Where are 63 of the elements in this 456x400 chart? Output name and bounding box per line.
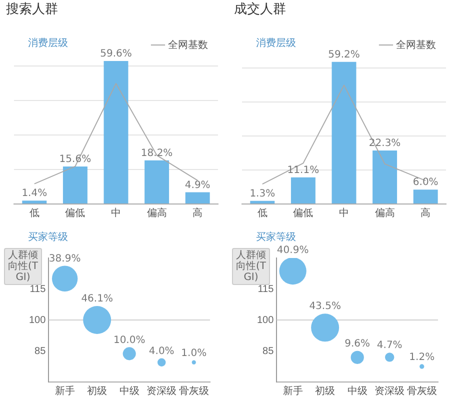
bar xyxy=(104,60,128,204)
data-label: 10.0% xyxy=(113,334,146,346)
x-tick-label: 偏低 xyxy=(65,206,86,219)
chart-title: 买家等级 xyxy=(28,230,68,244)
bar xyxy=(62,166,88,204)
y-tick-label: 115 xyxy=(30,284,46,295)
x-tick-label: 高 xyxy=(420,206,431,219)
x-tick-label: 高 xyxy=(192,206,203,219)
bar xyxy=(144,160,170,204)
bar xyxy=(332,62,356,204)
data-label: 46.1% xyxy=(81,294,113,305)
data-label: 4.9% xyxy=(184,180,210,191)
bar xyxy=(185,192,210,204)
data-label: 59.6% xyxy=(100,48,132,60)
x-tick-label: 偏高 xyxy=(374,206,395,219)
bar xyxy=(413,190,438,204)
chart-title: 成交人群 xyxy=(234,1,286,18)
x-tick-label: 新手 xyxy=(282,384,303,397)
bar xyxy=(290,177,316,204)
x-tick-label: 初级 xyxy=(315,384,336,397)
x-tick-label: 中 xyxy=(111,206,121,219)
bar xyxy=(250,200,275,204)
data-label: 59.2% xyxy=(328,50,360,61)
data-label: 1.4% xyxy=(22,188,48,200)
x-tick-label: 新手 xyxy=(54,384,75,397)
data-label: 1.2% xyxy=(409,352,435,363)
data-label: 38.9% xyxy=(48,253,81,264)
x-tick-label: 低 xyxy=(29,208,40,219)
data-label: 4.7% xyxy=(376,340,402,352)
x-tick-label: 骨灰级 xyxy=(178,384,209,397)
y-tick-label: 100 xyxy=(28,314,46,326)
legend-label: 全网基数 xyxy=(396,38,436,51)
data-label: 43.5% xyxy=(309,301,341,312)
y-tick-label: 100 xyxy=(256,314,274,326)
x-tick-label: 中 xyxy=(339,206,349,219)
bar xyxy=(372,150,398,204)
x-tick-label: 初级 xyxy=(87,384,108,397)
chart-title: 搜索人群 xyxy=(6,1,58,18)
y-tick-label: 115 xyxy=(258,284,274,295)
bar xyxy=(22,200,47,204)
x-tick-label: 资深级 xyxy=(374,384,405,397)
x-tick-label: 中级 xyxy=(119,384,140,397)
data-label: 1.3% xyxy=(250,188,276,200)
data-label: 9.6% xyxy=(344,338,370,350)
x-tick-label: 中级 xyxy=(347,384,368,397)
y-tick-label: 85 xyxy=(262,346,274,357)
x-tick-label: 资深级 xyxy=(146,384,177,397)
data-label: 4.0% xyxy=(148,346,174,357)
data-label: 6.0% xyxy=(412,177,438,188)
chart-subtitle: 消费层级 xyxy=(28,36,68,50)
x-tick-label: 偏低 xyxy=(293,206,314,219)
data-label: 11.1% xyxy=(287,164,320,176)
legend-label: 全网基数 xyxy=(168,38,208,51)
y-axis-title: 人群倾向性(TGI) xyxy=(4,248,42,285)
data-label: 40.9% xyxy=(276,245,309,256)
chart-title: 买家等级 xyxy=(256,230,296,244)
chart-subtitle: 消费层级 xyxy=(256,36,296,50)
y-axis-title: 人群倾向性(TGI) xyxy=(232,248,270,285)
y-tick-label: 85 xyxy=(34,346,46,357)
x-tick-label: 偏高 xyxy=(146,206,167,219)
x-tick-label: 低 xyxy=(257,208,268,219)
x-tick-label: 骨灰级 xyxy=(406,384,437,397)
data-label: 1.0% xyxy=(181,348,207,359)
